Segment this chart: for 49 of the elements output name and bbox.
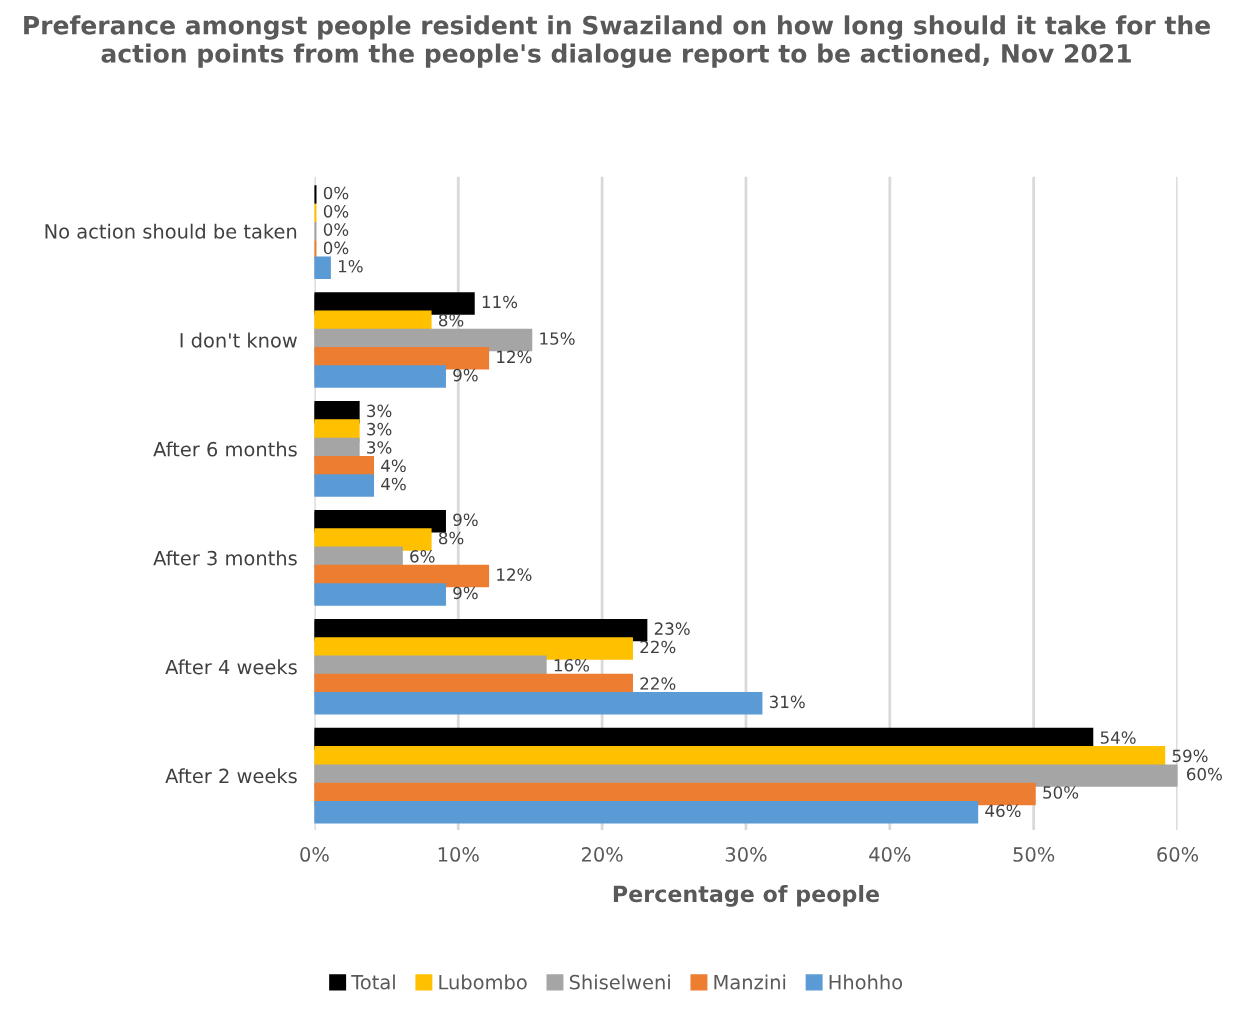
data-label: 3% xyxy=(367,422,392,436)
data-label: 23% xyxy=(654,622,690,635)
x-axis-title: Percentage of people xyxy=(613,885,879,907)
x-tick-label: 10% xyxy=(438,847,479,862)
data-label: 0% xyxy=(323,186,349,200)
data-label: 9% xyxy=(453,368,478,382)
data-label: 15% xyxy=(540,332,575,345)
data-label: 12% xyxy=(497,568,532,581)
y-tick-label: After 6 months xyxy=(153,441,297,457)
data-label: 0% xyxy=(323,241,349,255)
data-label: 4% xyxy=(381,459,406,473)
data-label: 1% xyxy=(338,259,363,273)
data-label: 12% xyxy=(497,350,532,364)
y-tick-label: After 4 weeks xyxy=(165,659,297,675)
data-label: 16% xyxy=(554,658,590,672)
legend-label: Total xyxy=(351,974,395,990)
data-label: 8% xyxy=(438,531,464,545)
data-label: 22% xyxy=(640,640,676,654)
legend-label: Hhohho xyxy=(829,974,903,990)
data-label: 31% xyxy=(769,695,805,709)
x-tick-label: 0% xyxy=(300,847,329,862)
legend-label: Lubombo xyxy=(439,974,527,990)
legend-label: Shiselweni xyxy=(569,974,670,990)
data-label: 0% xyxy=(323,223,349,236)
data-label: 11% xyxy=(482,295,518,309)
x-tick-label: 20% xyxy=(581,847,623,862)
x-tick-label: 50% xyxy=(1013,847,1055,862)
data-label: 9% xyxy=(453,586,478,600)
y-tick-label: No action should be taken xyxy=(45,223,297,239)
y-tick-label: After 3 months xyxy=(153,550,297,566)
x-tick-label: 60% xyxy=(1157,847,1199,862)
data-label: 0% xyxy=(323,205,349,218)
x-tick-label: 30% xyxy=(725,847,767,862)
data-label: 54% xyxy=(1100,731,1136,744)
data-label: 50% xyxy=(1043,786,1079,799)
data-label: 3% xyxy=(367,441,392,454)
legend-label: Manzini xyxy=(714,974,786,990)
data-label: 60% xyxy=(1187,767,1222,781)
data-label: 59% xyxy=(1172,749,1208,763)
data-label: 46% xyxy=(985,804,1021,818)
y-tick-label: After 2 weeks xyxy=(165,768,297,784)
y-tick-label: I don't know xyxy=(180,332,297,348)
data-label: 3% xyxy=(367,404,392,418)
data-label: 22% xyxy=(640,677,676,690)
data-label: 4% xyxy=(381,477,406,491)
x-tick-label: 40% xyxy=(869,847,911,862)
data-label: 9% xyxy=(453,513,478,527)
data-label: 6% xyxy=(410,550,435,563)
chart-title: Preferance amongst people resident in Swaziland on how long should it take for the action points from the people's dialogue report to be actioned, Nov 2021 xyxy=(24,15,1210,68)
